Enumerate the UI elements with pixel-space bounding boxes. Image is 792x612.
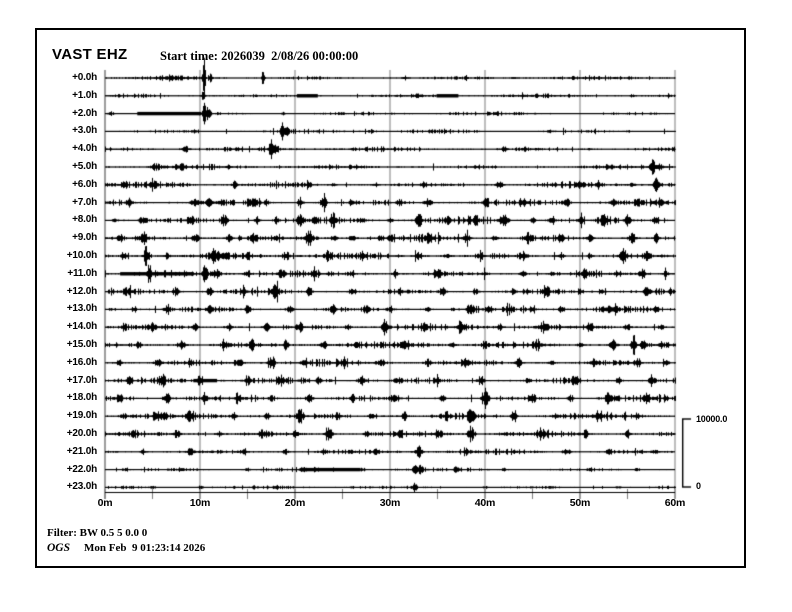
hour-label: +10.0h: [66, 250, 97, 261]
start-time-text: Start time: 2026039 2/08/26 00:00:00: [160, 49, 358, 64]
agency-text: OGS: [47, 542, 71, 554]
hour-label: +16.0h: [66, 356, 97, 368]
hour-label: +18.0h: [66, 392, 97, 404]
x-tick-label: 60m: [664, 497, 686, 509]
x-tick-label: 0m: [97, 497, 113, 509]
hour-label: +17.0h: [66, 374, 97, 386]
x-tick-label: 50m: [569, 497, 591, 509]
hour-label: +3.0h: [72, 125, 97, 137]
filter-text: Filter: BW 0.5 5 0.0 0: [47, 527, 148, 539]
plot-frame: [35, 28, 746, 568]
hour-label: +21.0h: [66, 445, 97, 457]
hour-label: +12.0h: [66, 285, 97, 297]
hour-label: +9.0h: [72, 232, 97, 244]
hour-label: +20.0h: [66, 428, 97, 439]
hour-label: +8.0h: [72, 214, 97, 226]
hour-label: +2.0h: [72, 107, 97, 119]
start-time-value: 2026039 2/08/26 00:00:00: [221, 49, 359, 63]
scale-bar-min-label: 0: [696, 481, 701, 491]
timestamp-text: Mon Feb 9 01:23:14 2026: [84, 542, 206, 554]
hour-label: +6.0h: [72, 178, 97, 190]
hour-label: +0.0h: [72, 72, 97, 83]
hour-label: +5.0h: [72, 161, 97, 172]
hour-label: +19.0h: [66, 410, 97, 422]
hour-label: +4.0h: [72, 143, 97, 155]
start-time-label: Start time:: [160, 49, 218, 63]
x-tick-label: 10m: [189, 497, 211, 509]
hour-label: +7.0h: [72, 196, 97, 208]
scale-bar-max-label: 10000.0: [696, 414, 728, 424]
station-title: VAST EHZ: [52, 46, 128, 63]
hour-label: +13.0h: [66, 303, 97, 315]
hour-label: +23.0h: [66, 481, 97, 493]
hour-label: +11.0h: [67, 267, 97, 279]
x-tick-label: 30m: [379, 497, 401, 509]
x-tick-label: 20m: [284, 497, 306, 509]
hour-label: +1.0h: [72, 89, 97, 101]
hour-label: +15.0h: [66, 339, 97, 350]
x-tick-label: 40m: [474, 497, 496, 509]
hour-label: +14.0h: [66, 321, 97, 333]
hour-label: +22.0h: [66, 463, 97, 475]
